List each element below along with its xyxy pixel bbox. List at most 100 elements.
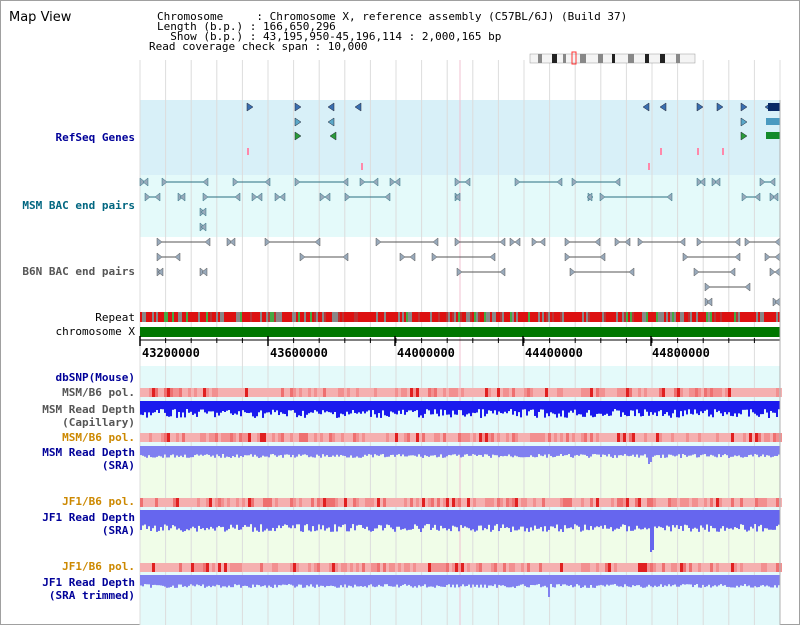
read-depth-bar (476, 575, 478, 585)
repeat-segment (492, 312, 494, 322)
read-depth-bar (286, 401, 288, 417)
polymorphism-cell (191, 388, 194, 397)
track-label-jf1-b6-pol-2[interactable]: JF1/B6 pol. (62, 560, 135, 573)
read-depth-bar (566, 575, 568, 586)
read-depth-bar (650, 446, 652, 462)
read-depth-bar (688, 401, 690, 410)
read-depth-bar (466, 575, 468, 587)
read-depth-bar (580, 446, 582, 455)
track-label-jf1-b6-pol[interactable]: JF1/B6 pol. (62, 495, 135, 508)
track-label-jf1-depth-sra[interactable]: JF1 Read Depth (42, 511, 135, 524)
track-label-refseq[interactable]: RefSeq Genes (55, 131, 135, 144)
read-depth-bar (258, 575, 260, 586)
polymorphism-cell (149, 388, 152, 397)
polymorphism-cell (509, 433, 512, 442)
polymorphism-cell (362, 498, 365, 507)
track-label-msm-bac[interactable]: MSM BAC end pairs (22, 199, 135, 212)
repeat-segment (362, 312, 364, 322)
polymorphism-cell (734, 388, 737, 397)
read-depth-bar (186, 401, 188, 410)
refseq-gene (246, 102, 254, 112)
read-depth-bar (728, 401, 730, 413)
read-depth-bar (616, 401, 618, 411)
read-depth-bar (242, 401, 244, 411)
read-depth-bar (550, 575, 552, 585)
polymorphism-cell (461, 388, 464, 397)
polymorphism-cell (614, 498, 617, 507)
read-depth-bar (776, 575, 778, 588)
polymorphism-cell (542, 563, 545, 572)
polymorphism-cell (152, 433, 155, 442)
repeat-segment (170, 312, 172, 322)
read-depth-bar (416, 575, 418, 588)
read-depth-bar (382, 510, 384, 531)
read-depth-bar (684, 510, 686, 525)
read-depth-bar (700, 510, 702, 526)
read-depth-bar (338, 446, 340, 457)
read-depth-bar (316, 510, 318, 531)
read-depth-bar (732, 510, 734, 530)
polymorphism-cell (413, 388, 416, 397)
read-depth-bar (734, 510, 736, 528)
track-label-msm-b6-pol-sra[interactable]: MSM/B6 pol. (62, 431, 135, 444)
repeat-segment (372, 312, 374, 322)
track-label-msm-depth-capillary[interactable]: MSM Read Depth (42, 403, 135, 416)
track-label-msm-b6-pol[interactable]: MSM/B6 pol. (62, 386, 135, 399)
read-depth-bar (294, 446, 296, 458)
repeat-segment (620, 312, 622, 322)
polymorphism-cell (173, 498, 176, 507)
read-depth-bar (502, 575, 504, 586)
read-depth-bar (406, 510, 408, 531)
polymorphism-cell (380, 433, 383, 442)
polymorphism-cell (440, 498, 443, 507)
polymorphism-cell (275, 433, 278, 442)
read-depth-bar (376, 401, 378, 418)
read-depth-bar (394, 446, 396, 457)
read-depth-bar (640, 510, 642, 530)
read-depth-bar (270, 575, 272, 587)
read-depth-bar (456, 510, 458, 528)
repeat-segment (558, 312, 560, 322)
read-depth-bar (140, 575, 142, 586)
polymorphism-cell (431, 498, 434, 507)
track-label-msm-depth-sra[interactable]: MSM Read Depth (42, 446, 135, 459)
polymorphism-cell (485, 498, 488, 507)
ideogram-band (538, 54, 542, 63)
polymorphism-cell (221, 388, 224, 397)
read-depth-bar (244, 575, 246, 586)
repeat-segment (168, 312, 170, 322)
track-label-jf1-depth-trimmed[interactable]: JF1 Read Depth (42, 576, 135, 589)
read-depth-bar (528, 446, 530, 458)
read-depth-bar (454, 575, 456, 588)
polymorphism-cell (647, 498, 650, 507)
polymorphism-cell (665, 433, 668, 442)
track-label-b6n-bac[interactable]: B6N BAC end pairs (22, 265, 135, 278)
polymorphism-cell (518, 563, 521, 572)
repeat-segment (458, 312, 460, 322)
read-depth-bar (194, 401, 196, 414)
read-depth-bar (644, 575, 646, 588)
read-depth-bar (712, 510, 714, 529)
read-depth-bar (364, 510, 366, 529)
read-depth-bar (176, 446, 178, 456)
polymorphism-cell (488, 498, 491, 507)
read-depth-bar (642, 401, 644, 416)
read-depth-bar (414, 401, 416, 412)
polymorphism-cell (206, 498, 209, 507)
polymorphism-cell (227, 498, 230, 507)
read-depth-bar (606, 446, 608, 457)
read-depth-bar (254, 575, 256, 588)
read-depth-bar (586, 510, 588, 530)
read-depth-bar (404, 401, 406, 415)
read-depth-bar (624, 575, 626, 585)
repeat-segment (162, 312, 164, 322)
repeat-segment (284, 312, 286, 322)
read-depth-bar (332, 401, 334, 415)
read-depth-bar (622, 446, 624, 456)
track-label-dbsnp[interactable]: dbSNP(Mouse) (55, 371, 135, 384)
polymorphism-cell (605, 563, 608, 572)
read-depth-bar (622, 401, 624, 413)
read-depth-bar (384, 446, 386, 458)
polymorphism-cell (695, 563, 698, 572)
